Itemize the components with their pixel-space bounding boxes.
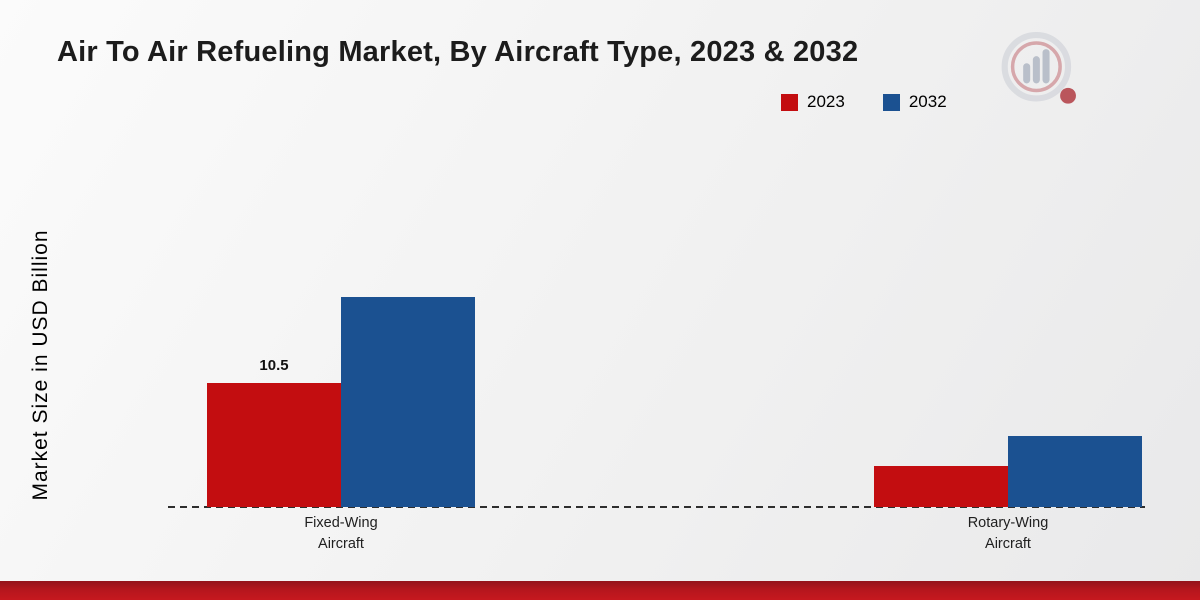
bar-group-fixed-wing: 10.5 [207,87,475,507]
legend-item-2023: 2023 [781,92,845,112]
y-axis-label: Market Size in USD Billion [29,229,52,501]
logo-graphic [1001,31,1076,104]
bar-chart-magnifier-logo [995,28,1083,116]
footer-accent-bar [0,581,1200,600]
legend-swatch-2023 [781,93,798,111]
legend-label-2023: 2023 [807,92,845,111]
x-axis-baseline [168,506,1145,508]
legend-label-2032: 2032 [908,92,947,111]
chart-title: Air To Air Refueling Market, By Aircraft… [57,36,859,68]
bar-2032-rotary-wing-aircraft [1008,436,1142,507]
legend-item-2032: 2032 [882,92,947,112]
bar-group-rotary-wing [874,87,1142,507]
category-label-rotary-wing: Rotary-Wing Aircraft [967,515,1049,553]
bar-2032-fixed-wing-aircraft [341,297,475,507]
legend-swatch-2032 [882,93,900,111]
bar-2023-fixed-wing-aircraft: 10.5 [207,357,341,507]
bar-2023-rotary-wing-aircraft [874,466,1008,507]
legend: 2023 2032 [781,92,947,112]
bar-value-label: 10.5 [259,357,289,374]
category-label-fixed-wing: Fixed-Wing Aircraft [304,515,378,553]
